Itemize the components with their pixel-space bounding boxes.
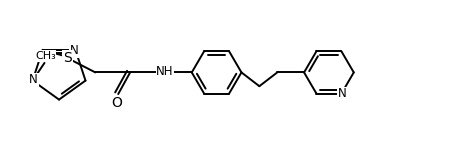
Text: N: N: [337, 87, 346, 100]
Text: NH: NH: [156, 65, 173, 78]
Text: N: N: [70, 44, 79, 57]
Text: S: S: [63, 51, 72, 65]
Text: CH₃: CH₃: [35, 51, 56, 61]
Text: N: N: [29, 73, 38, 86]
Text: O: O: [111, 96, 121, 110]
